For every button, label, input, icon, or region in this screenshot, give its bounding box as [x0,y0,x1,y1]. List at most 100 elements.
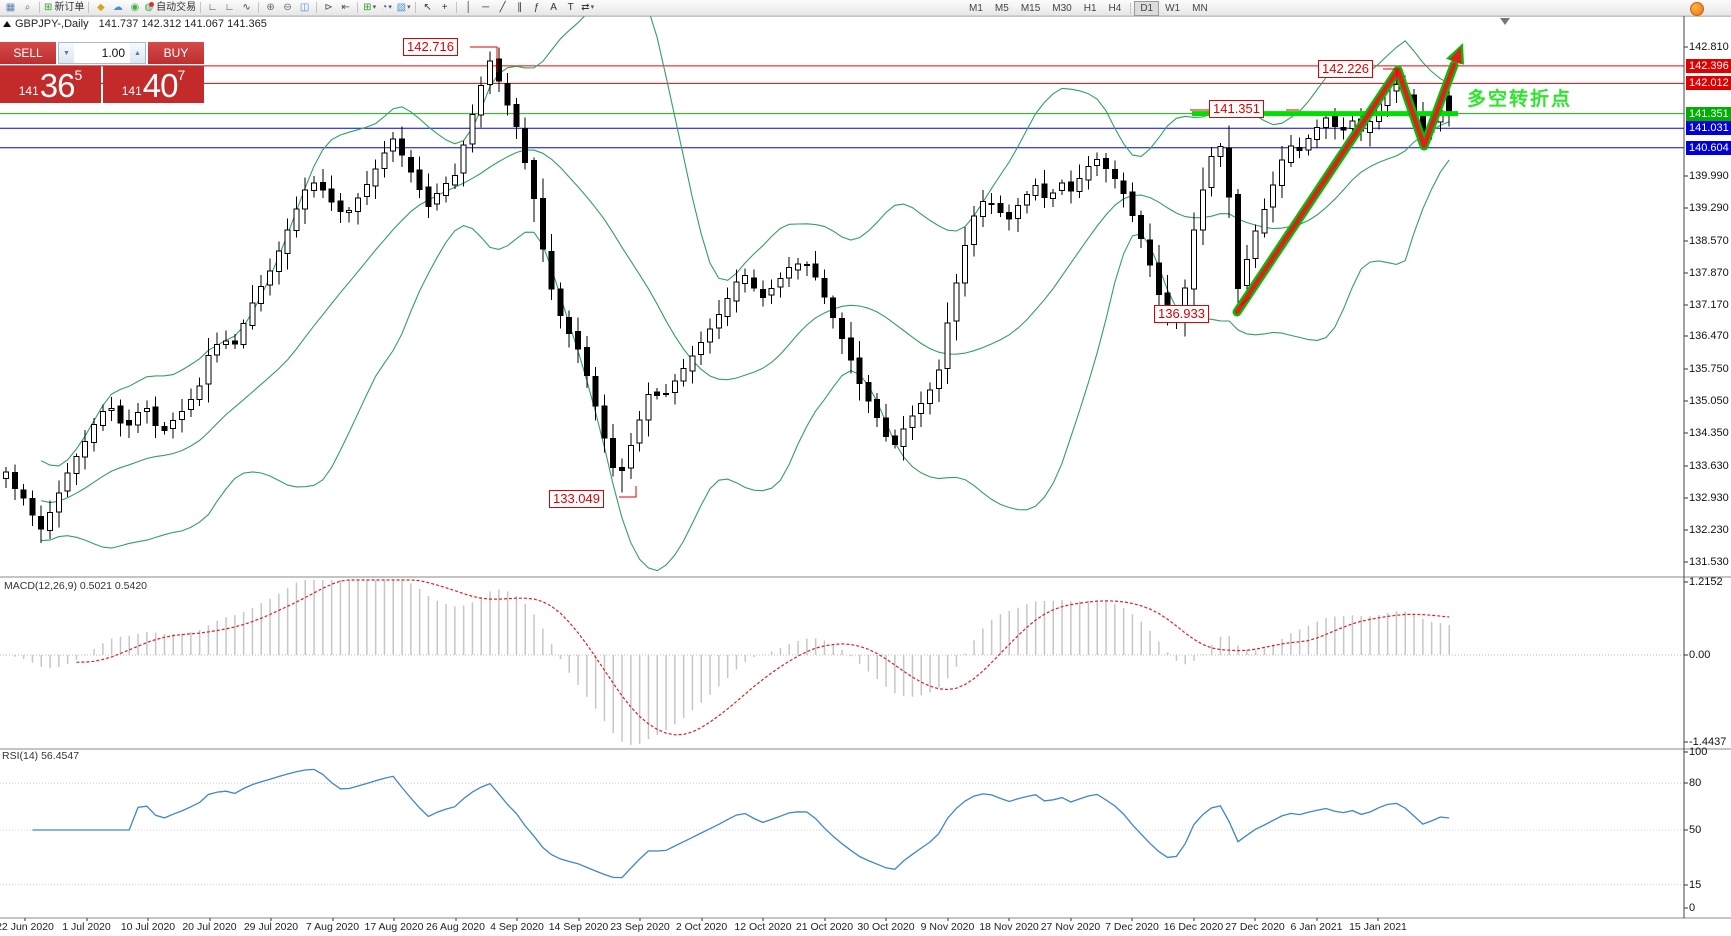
line-chart-icon[interactable]: ∿ [239,1,254,15]
templates-icon[interactable]: ▧ ▾ [396,1,411,15]
toolbar-separator [1130,2,1132,14]
y-axis-label: 139.990 [1689,169,1729,182]
rsi-scale-label: 100 [1689,746,1708,758]
data-window-icon[interactable]: ⌕ [20,1,35,15]
y-axis-label: 132.930 [1689,492,1729,505]
indicators-icon[interactable]: ⊞ ▾ [362,1,377,15]
signals-icon: ◉ [130,1,140,13]
zoom-in-icon: ⊕ [266,1,275,13]
price-callout-label[interactable]: 141.351 [1209,100,1264,118]
cursor-icon[interactable]: ↖ [420,1,435,15]
sell-price-box[interactable]: 141 36 5 [0,66,101,103]
timeframe-button-m30[interactable]: M30 [1052,2,1072,14]
fibonacci-icon[interactable]: ƒ [529,1,544,15]
y-axis-label: 138.570 [1689,234,1729,247]
auto-scroll-icon: ⊳ [324,1,333,13]
zoom-out-icon: ⊖ [283,1,292,13]
timeframe-button-w1[interactable]: W1 [1165,2,1181,14]
timeframe-button-m15[interactable]: M15 [1020,2,1041,14]
buy-button[interactable]: BUY [148,42,204,64]
toolbar-separator [200,2,202,13]
accounts-icon[interactable]: ☁ [110,1,125,15]
trendline-icon[interactable]: ╱ [495,1,510,15]
vertical-line-icon[interactable]: │ [461,1,476,15]
timeframe-button-d1[interactable]: D1 [1134,0,1160,16]
trend-zigzag-arrow[interactable] [1232,43,1464,317]
volume-input[interactable]: 1.00 [101,46,125,60]
horizontal-line-icon[interactable]: ─ [478,1,493,15]
zoom-in-icon[interactable]: ⊕ [263,1,278,15]
new-order-icon: ⊞ [44,1,53,13]
bar-chart-icon[interactable]: ∟ [205,1,220,15]
candlestick-chart-icon[interactable]: ∟ [222,1,237,15]
dropdown-arrow-icon[interactable]: ▾ [388,3,392,11]
timeframe-button-mn[interactable]: MN [1192,2,1208,14]
timeframe-button-m1[interactable]: M1 [969,2,983,14]
new-order-button-label: 新订单 [54,1,85,13]
channel-icon[interactable]: ∥ [512,1,527,15]
history-center-icon[interactable]: ◆ [93,1,108,15]
chart-ohlc-values: 141.737 142.312 141.067 141.365 [98,18,267,30]
shapes-icon[interactable]: ⇄ ▾ [580,1,595,15]
volume-increase-button[interactable]: ▲ [130,43,145,63]
buy-price-box[interactable]: 141 40 7 [103,66,204,103]
rsi-scale-label: 80 [1689,777,1702,790]
x-axis-date-label: 22 Jun 2020 [0,921,54,933]
x-axis-date-label: 7 Aug 2020 [305,921,360,933]
x-axis-date-label: 27 Dec 2020 [1225,921,1285,933]
y-axis-label: 139.290 [1689,201,1729,214]
buy-price-main: 40 [142,67,179,104]
buy-price-prefix: 141 [121,84,142,98]
sell-button[interactable]: SELL [0,42,56,64]
dropdown-arrow-icon[interactable]: ▾ [590,3,595,11]
price-callout-label[interactable]: 142.226 [1318,60,1373,78]
rsi-scale-label: 0 [1689,902,1696,914]
label-icon[interactable]: T [563,1,578,15]
x-axis-date-label: 6 Jan 2021 [1290,921,1343,933]
zoom-out-icon[interactable]: ⊖ [280,1,295,15]
timeframe-button-h4[interactable]: H4 [1108,2,1122,14]
dropdown-arrow-icon[interactable]: ▾ [372,3,377,11]
toolbar-separator [357,2,359,13]
dropdown-arrow-icon[interactable]: ▾ [407,3,411,11]
auto-trading-button[interactable]: ◍ 自动交易 [144,1,196,15]
community-icon[interactable] [1690,2,1704,16]
timeframe-button-h1[interactable]: H1 [1083,2,1097,14]
tile-windows-icon[interactable]: ◫ [297,1,312,15]
price-callout-label[interactable]: 136.933 [1154,305,1209,323]
label-connectors [470,46,1398,498]
volume-decrease-button[interactable]: ▼ [59,43,74,63]
y-axis-label: 136.470 [1689,330,1729,343]
volume-control: ▼ 1.00 ▲ [58,42,146,64]
macd-scale-label: 1.2152 [1689,576,1723,588]
y-axis-price-badge: 141.351 [1686,106,1731,121]
timeframe-button-m5[interactable]: M5 [994,2,1009,14]
templates-icon: ▧ [396,1,407,13]
x-axis-date-label: 10 Jul 2020 [120,921,176,933]
text-icon[interactable]: A [546,1,561,15]
crosshair-icon[interactable]: + [437,1,452,15]
y-axis-label: 137.870 [1689,266,1729,279]
timeframe-toolbar: M1 M5 M15 M30 H1 H4 D1 W1 MN [963,0,1214,16]
bar-chart-icon: ∟ [207,1,218,13]
x-axis-date-label: 21 Oct 2020 [795,921,854,933]
chart-shift-icon[interactable]: ⇤ [338,1,353,15]
macd-pane [0,579,1684,745]
y-axis-label: 135.750 [1689,363,1729,376]
candles-layer [3,47,1453,543]
charts-window-icon[interactable]: ▦ [3,1,18,15]
new-order-button[interactable]: ⊞ 新订单 [44,1,84,15]
turning-point-annotation[interactable]: 多空转折点 [1467,89,1573,110]
accounts-icon: ☁ [112,1,123,13]
price-callout-label[interactable]: 133.049 [549,490,604,508]
chart-title: GBPJPY-,Daily 141.737 142.312 141.067 14… [15,18,267,30]
thick-support-line[interactable] [1192,111,1458,117]
auto-scroll-icon[interactable]: ⊳ [321,1,336,15]
indicators-icon: ⊞ [363,1,372,13]
x-axis-date-label: 17 Aug 2020 [364,921,424,933]
price-callout-label[interactable]: 142.716 [403,38,458,56]
signals-icon[interactable]: ◉ [127,1,142,15]
periods-icon[interactable]: ◔ ▾ [379,1,394,15]
chart-shift-marker-icon[interactable] [1500,18,1510,25]
